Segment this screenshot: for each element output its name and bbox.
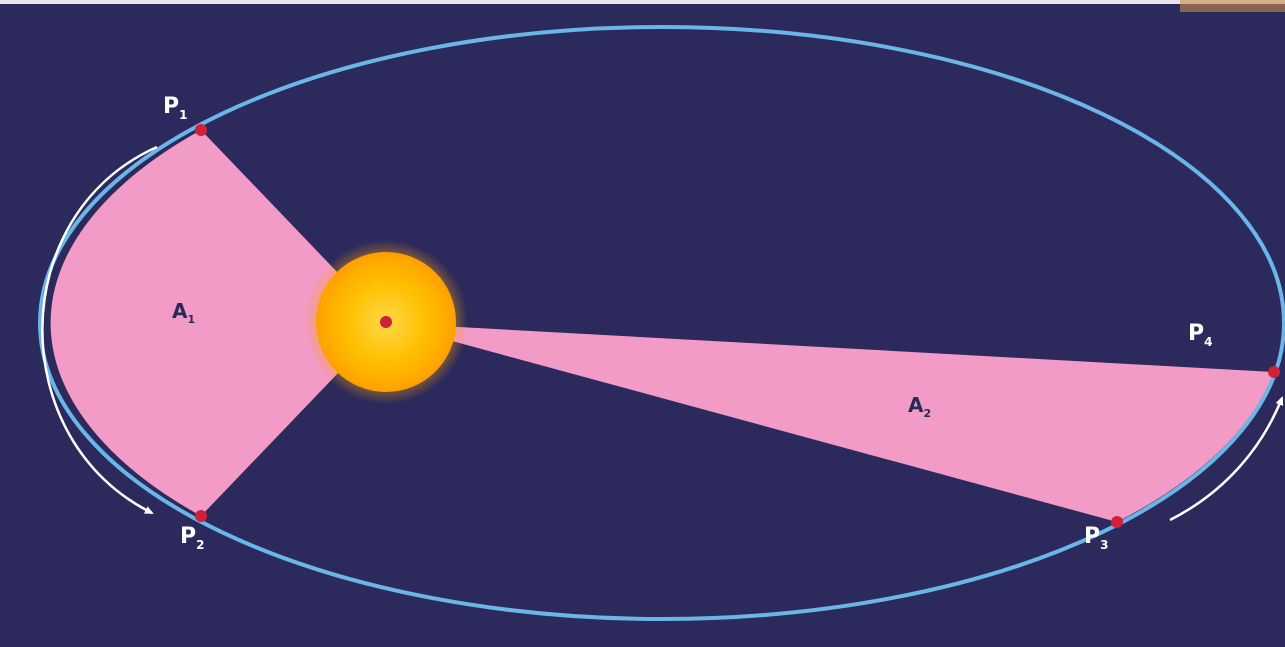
label-p2: P2 <box>180 524 204 552</box>
point-p3-marker <box>1111 516 1123 528</box>
label-a1: A1 <box>172 299 195 326</box>
label-p3: P3 <box>1084 524 1108 552</box>
label-a2: A2 <box>908 393 931 420</box>
top-edge <box>0 0 1285 4</box>
motion-arrow-left <box>41 145 158 515</box>
orbit-ellipse <box>38 25 1285 621</box>
point-p2-marker <box>195 510 207 522</box>
label-p1: P1 <box>163 94 187 122</box>
point-p4-marker <box>1268 366 1280 378</box>
label-p4: P4 <box>1188 321 1212 349</box>
corner-fragment <box>1180 0 1285 12</box>
point-p1-marker <box>195 124 207 136</box>
sun-center-dot <box>380 316 392 328</box>
sun <box>304 240 468 404</box>
motion-arrow-right <box>1169 396 1284 522</box>
sector-a2 <box>386 323 1274 522</box>
sector-a1 <box>50 130 386 516</box>
